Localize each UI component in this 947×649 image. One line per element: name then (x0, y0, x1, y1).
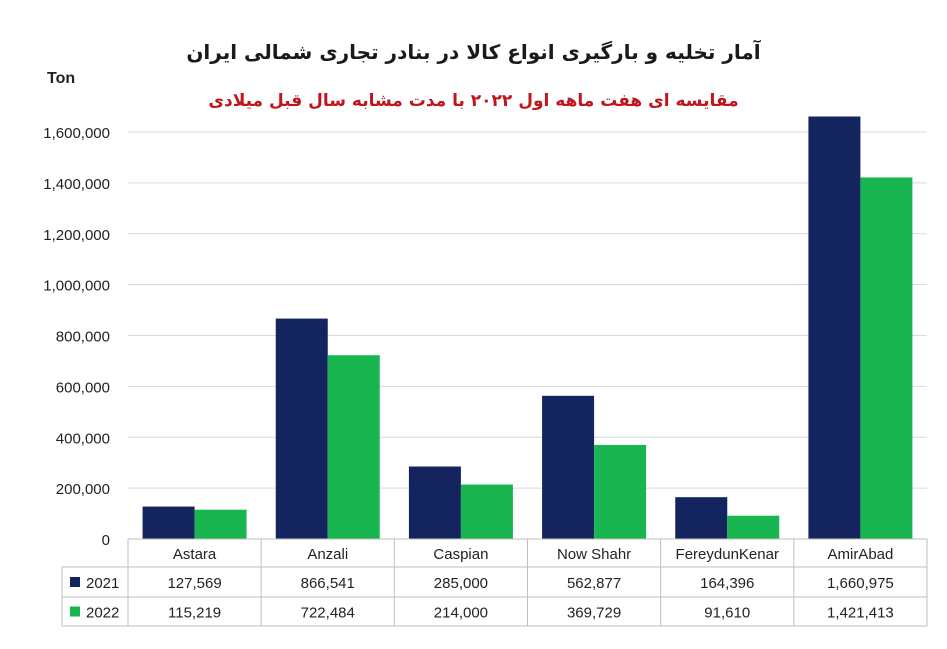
y-axis-unit-label: Ton (47, 70, 76, 87)
table-value-2021: 164,396 (700, 575, 754, 592)
y-tick-label: 1,600,000 (43, 125, 110, 142)
bar-2022-caspian (460, 484, 513, 539)
legend-key-2021 (70, 577, 80, 587)
table-value-2022: 722,484 (301, 605, 355, 622)
table-value-2022: 369,729 (567, 605, 621, 622)
y-tick-label: 1,200,000 (43, 227, 110, 244)
y-tick-label: 1,400,000 (43, 176, 110, 193)
category-label: AmirAbad (827, 546, 893, 563)
table-value-2021: 127,569 (167, 575, 221, 592)
legend-key-2022 (70, 606, 80, 617)
table-value-2022: 115,219 (168, 605, 221, 622)
bar-2022-now-shahr (594, 444, 647, 539)
table-value-2021: 285,000 (434, 575, 488, 592)
table-value-2021: 866,541 (301, 575, 355, 592)
bar-2021-amirabad (808, 116, 861, 539)
chart-title: آمار تخلیه و بارگیری انواع کالا در بنادر… (186, 40, 761, 64)
bar-2022-astara (194, 509, 247, 539)
category-label: Astara (173, 546, 217, 563)
category-label: Caspian (433, 546, 488, 563)
bar-2022-amirabad (860, 177, 913, 539)
bar-2021-astara (142, 506, 195, 539)
y-tick-label: 0 (102, 532, 110, 549)
legend-label-2021: 2021 (86, 575, 119, 592)
chart-subtitle: مقایسه ای هفت ماهه اول ۲۰۲۲ با مدت مشابه… (208, 91, 739, 111)
y-tick-label: 600,000 (56, 379, 110, 396)
y-tick-label: 400,000 (56, 430, 110, 447)
category-label: Now Shahr (557, 546, 631, 563)
bar-2021-caspian (408, 466, 461, 539)
table-value-2022: 91,610 (704, 605, 750, 622)
table-value-2022: 214,000 (434, 605, 488, 622)
category-label: Anzali (307, 546, 348, 563)
table-value-2021: 562,877 (567, 575, 621, 592)
y-tick-label: 1,000,000 (43, 278, 110, 295)
legend-label-2022: 2022 (86, 605, 119, 622)
category-label: FereydunKenar (676, 546, 779, 563)
bar-2021-now-shahr (542, 395, 595, 539)
y-tick-label: 200,000 (56, 481, 110, 498)
table-value-2022: 1,421,413 (827, 605, 894, 622)
y-tick-label: 800,000 (56, 329, 110, 346)
bar-2022-fereydunkenar (727, 515, 780, 539)
bar-2021-anzali (275, 318, 328, 539)
bar-2021-fereydunkenar (675, 497, 728, 539)
table-value-2021: 1,660,975 (827, 575, 894, 592)
bar-2022-anzali (327, 355, 380, 539)
